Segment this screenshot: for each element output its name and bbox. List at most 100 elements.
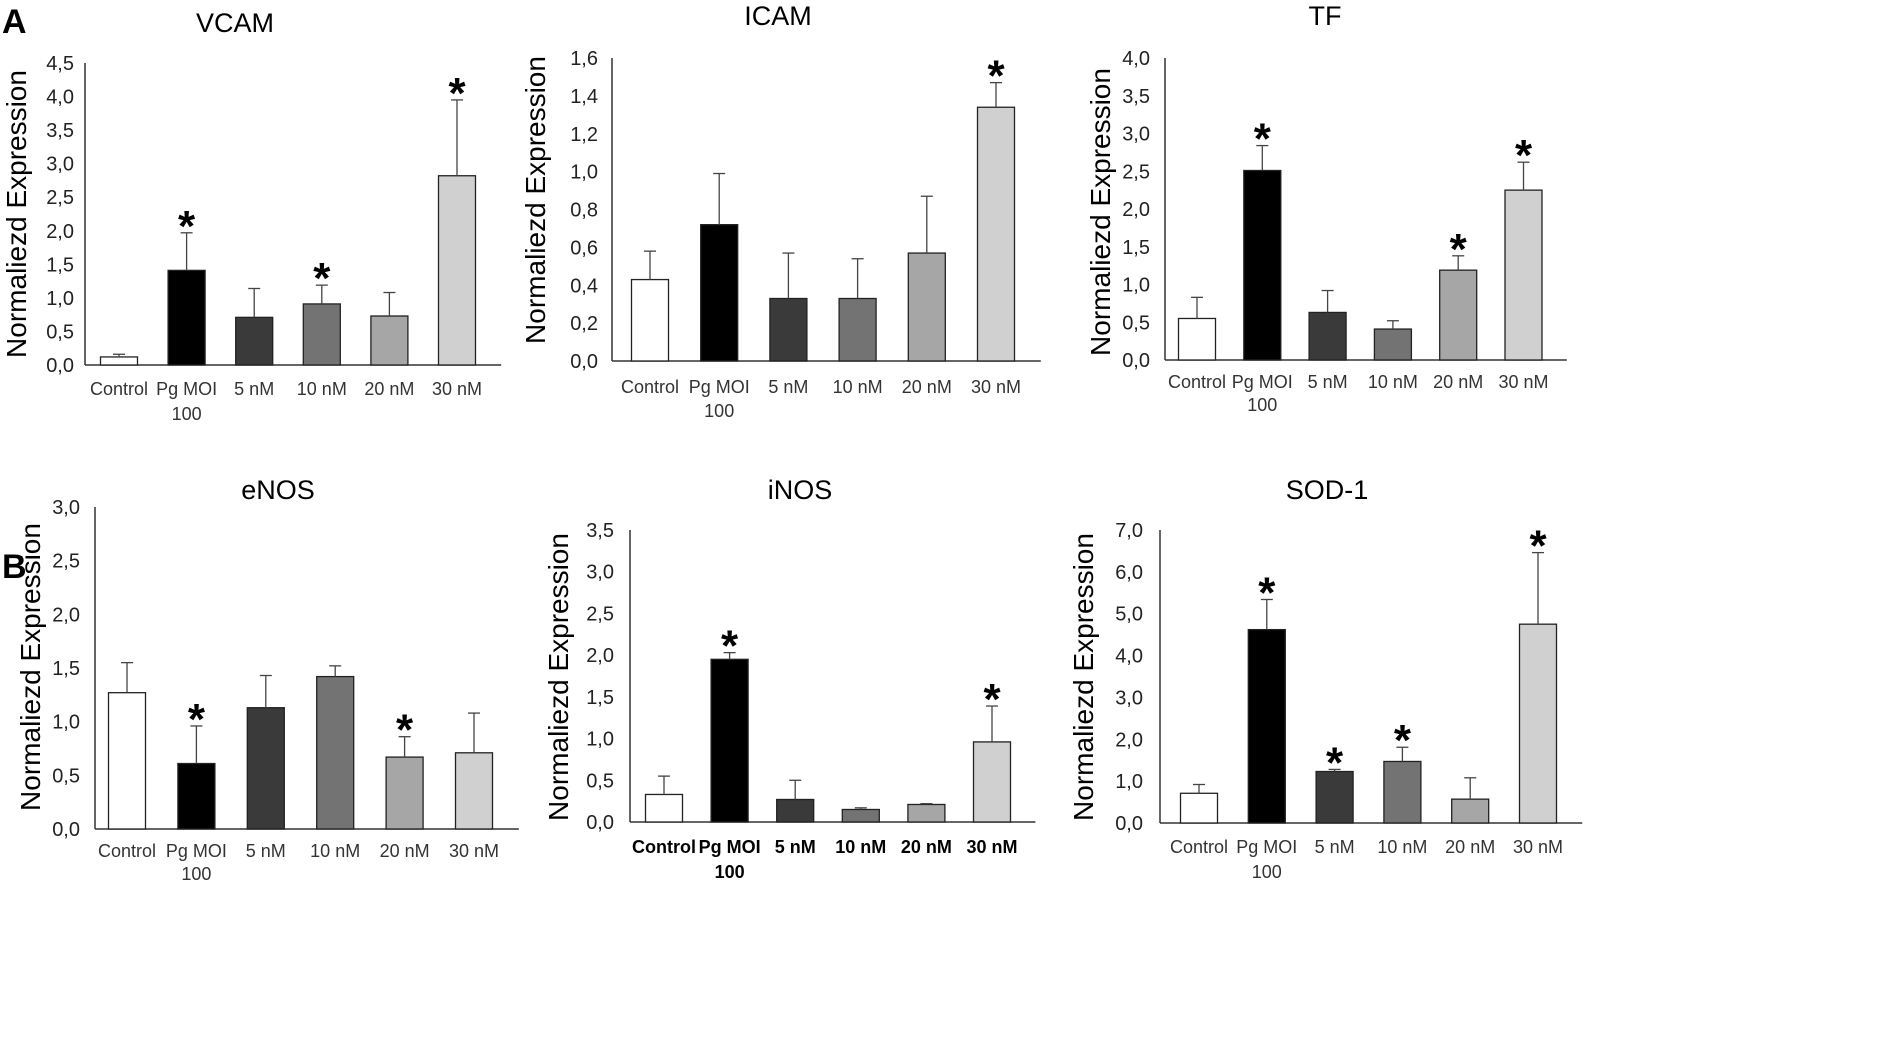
x-tick-label: Control — [98, 841, 156, 861]
chart-title: VCAM — [196, 8, 274, 38]
x-tick-label: 10 nM — [1368, 372, 1418, 392]
bar — [710, 658, 749, 823]
chart-icam: ICAM Normaliezd Expression 0,0 0,2 0,4 0,6 0,8… — [520, 1, 1041, 421]
y-axis-label: Normaliezd Expression — [15, 523, 46, 811]
y-tick-label: 2,0 — [52, 604, 80, 626]
chart-title: TF — [1309, 1, 1342, 31]
bar — [700, 223, 739, 362]
chart-title: SOD-1 — [1286, 475, 1369, 505]
significance-marker: * — [721, 622, 739, 671]
bar — [972, 741, 1012, 823]
significance-marker: * — [1515, 131, 1533, 180]
y-tick-label: 1,0 — [52, 712, 80, 734]
bar — [1451, 798, 1490, 824]
bar — [630, 278, 670, 362]
significance-marker: * — [1326, 738, 1344, 787]
bar — [235, 316, 274, 366]
bar — [1177, 317, 1217, 361]
y-tick-label: 3,0 — [46, 154, 74, 176]
chart-title: ICAM — [744, 1, 812, 31]
x-tick-label: 30 nM — [966, 837, 1017, 857]
x-tick-label: 30 nM — [432, 379, 482, 399]
y-tick-label: 2,0 — [586, 645, 614, 667]
y-tick-label: 0,5 — [1122, 312, 1150, 334]
y-tick-label: 2,5 — [52, 551, 80, 573]
bar — [107, 692, 147, 830]
bar — [1518, 623, 1558, 824]
bar — [385, 756, 424, 830]
y-axis-label: Normaliezd Expression — [1068, 533, 1099, 821]
bar — [841, 808, 880, 823]
significance-marker: * — [983, 675, 1001, 724]
y-tick-label: 0,0 — [570, 351, 598, 373]
chart-enos: eNOS Normaliezd Expression 0,0 0,5 1,0 1,5 2,0… — [15, 475, 519, 884]
y-axis-label: Normaliezd Expression — [520, 56, 551, 344]
y-tick-label: 0,0 — [586, 812, 614, 834]
panel-letter-b: B — [2, 548, 27, 586]
bar — [976, 106, 1016, 362]
bar — [437, 175, 477, 366]
y-tick-label: 4,5 — [46, 53, 74, 75]
x-tick-label: Control — [1168, 372, 1226, 392]
chart-inos: iNOS Normaliezd Expression 0,0 0,5 1,0 1,5 2,0… — [543, 475, 1036, 882]
bar — [302, 303, 341, 366]
y-axis-label: Normaliezd Expression — [543, 533, 574, 821]
x-tick-label: 5 nM — [1308, 372, 1348, 392]
chart-vcam: VCAM Normaliezd Expression 0,0 0,5 1,0 1,5 2,0… — [1, 8, 502, 424]
x-tick-label: 100 — [1252, 862, 1282, 882]
y-tick-label: 1,0 — [1115, 771, 1143, 793]
bar — [1373, 328, 1413, 361]
x-tick-label: 100 — [172, 404, 202, 424]
significance-marker: * — [1529, 522, 1547, 571]
x-tick-label: 100 — [181, 864, 211, 884]
y-tick-label: 7,0 — [1115, 520, 1143, 542]
bar — [1504, 189, 1543, 361]
x-tick-label: 100 — [704, 401, 734, 421]
x-tick-label: 30 nM — [1498, 372, 1548, 392]
y-tick-label: 5,0 — [1115, 604, 1143, 626]
y-tick-label: 3,0 — [586, 562, 614, 584]
x-tick-label: Control — [621, 377, 679, 397]
x-tick-label: 20 nM — [364, 379, 414, 399]
bar — [769, 297, 808, 362]
y-tick-label: 4,0 — [1115, 646, 1143, 668]
x-tick-label: 100 — [715, 862, 745, 882]
y-tick-label: 3,0 — [1122, 124, 1150, 146]
y-axis-label: Normaliezd Expression — [1, 70, 32, 358]
x-tick-label: 5 nM — [768, 377, 808, 397]
x-tick-label: 5 nM — [246, 841, 286, 861]
x-tick-label: 30 nM — [449, 841, 499, 861]
bar — [370, 315, 409, 366]
y-tick-label: 0,5 — [52, 765, 80, 787]
x-tick-label: 20 nM — [1445, 837, 1495, 857]
x-tick-label: 20 nM — [902, 377, 952, 397]
bar — [1179, 792, 1219, 824]
bar — [1439, 269, 1478, 361]
x-tick-label: Pg MOI — [689, 377, 750, 397]
panel-letter-a: A — [2, 3, 27, 41]
y-tick-label: 3,0 — [1115, 687, 1143, 709]
significance-marker: * — [1254, 115, 1272, 164]
significance-marker: * — [1258, 568, 1276, 617]
x-tick-label: 5 nM — [775, 837, 816, 857]
y-tick-label: 0,5 — [586, 770, 614, 792]
y-tick-label: 1,0 — [570, 162, 598, 184]
x-tick-label: 20 nM — [1433, 372, 1483, 392]
y-tick-label: 0,4 — [570, 275, 598, 297]
x-tick-label: Pg MOI — [699, 837, 761, 857]
y-tick-label: 2,5 — [1122, 161, 1150, 183]
significance-marker: * — [987, 52, 1005, 101]
y-tick-label: 1,4 — [570, 86, 598, 108]
x-tick-label: 10 nM — [297, 379, 347, 399]
y-tick-label: 1,0 — [586, 729, 614, 751]
y-tick-label: 1,5 — [52, 658, 80, 680]
y-tick-label: 3,5 — [586, 520, 614, 542]
y-tick-label: 1,2 — [570, 124, 598, 146]
y-tick-label: 1,0 — [1122, 275, 1150, 297]
x-tick-label: 30 nM — [971, 377, 1021, 397]
x-tick-label: Control — [632, 837, 696, 857]
bar — [1247, 628, 1286, 824]
bar — [644, 793, 684, 823]
y-tick-label: 0,5 — [46, 321, 74, 343]
